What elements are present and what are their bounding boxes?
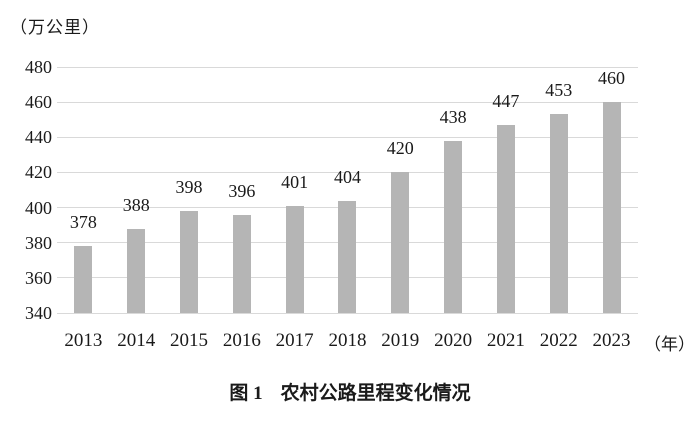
x-tick-label-2016: 2016 (222, 330, 261, 351)
x-tick-label-2022: 2022 (539, 330, 578, 351)
x-tick-label-2018: 2018 (328, 330, 367, 351)
bar-value-label-2020: 438 (439, 106, 467, 127)
x-tick-label-2014: 2014 (117, 330, 156, 351)
bar-group-2018: 404 (334, 67, 361, 313)
bar-group-2022: 453 (545, 67, 572, 313)
bar-group-2020: 438 (440, 67, 467, 313)
x-tick-label-2023: 2023 (592, 330, 631, 351)
bar-2023 (602, 102, 621, 313)
x-tick-label-2017: 2017 (275, 330, 314, 351)
bar-group-2015: 398 (176, 67, 203, 313)
x-tick-label-2021: 2021 (486, 330, 525, 351)
gridline-420 (57, 171, 638, 173)
x-axis-unit-label: （年） (644, 335, 695, 354)
gridline-480 (57, 66, 638, 68)
bar-group-2017: 401 (281, 67, 308, 313)
bar-2019 (391, 172, 410, 313)
bar-2022 (549, 114, 568, 313)
bar-2013 (74, 246, 93, 313)
bar-group-2013: 378 (70, 67, 97, 313)
bar-2015 (180, 211, 199, 313)
x-axis-ticks: 2013 2014 2015 2016 2017 2018 2019 2020 2021 2022… (57, 313, 638, 352)
bar-value-label-2017: 401 (281, 171, 309, 192)
bar-2021 (496, 125, 515, 313)
bar-value-label-2023: 460 (598, 68, 626, 89)
bar-2016 (232, 214, 251, 313)
plot-area: 340 360 380 400 420 440 460 480 378 388 398 396 401… (25, 57, 695, 354)
bar-group-2016: 396 (228, 67, 255, 313)
bar-2017 (285, 205, 304, 313)
bar-value-label-2022: 453 (545, 80, 573, 101)
bar-2018 (338, 200, 357, 313)
bar-value-label-2016: 396 (228, 180, 256, 201)
bar-value-label-2018: 404 (333, 166, 361, 187)
bars: 378 388 398 396 401 404 420 438 447 453 460 (57, 67, 638, 313)
bar-2014 (127, 228, 146, 313)
x-tick-label-2020: 2020 (434, 330, 473, 351)
gridline-340 (57, 312, 638, 314)
figure-caption-label: 图 1 (229, 383, 263, 404)
bar-value-label-2019: 420 (386, 138, 414, 159)
x-tick-label-2013: 2013 (64, 330, 103, 351)
x-tick-label-2019: 2019 (381, 330, 420, 351)
bar-value-label-2014: 388 (122, 194, 150, 215)
gridline-460 (57, 101, 638, 103)
bar-value-label-2013: 378 (69, 212, 97, 233)
bar-value-label-2015: 398 (175, 177, 203, 198)
figure-caption-title: 农村公路里程变化情况 (280, 383, 471, 404)
bar-2020 (444, 140, 463, 313)
y-axis-unit-label: （万公里） (10, 18, 100, 37)
bar-group-2021: 447 (492, 67, 519, 313)
x-tick-label-2015: 2015 (170, 330, 209, 351)
gridline-440 (57, 136, 638, 138)
bar-group-2023: 460 (598, 67, 625, 313)
figure-caption: 图 1 农村公路里程变化情况 (0, 378, 700, 405)
bar-value-label-2021: 447 (492, 91, 520, 111)
bar-group-2019: 420 (387, 67, 414, 313)
bar-group-2014: 388 (123, 67, 150, 313)
